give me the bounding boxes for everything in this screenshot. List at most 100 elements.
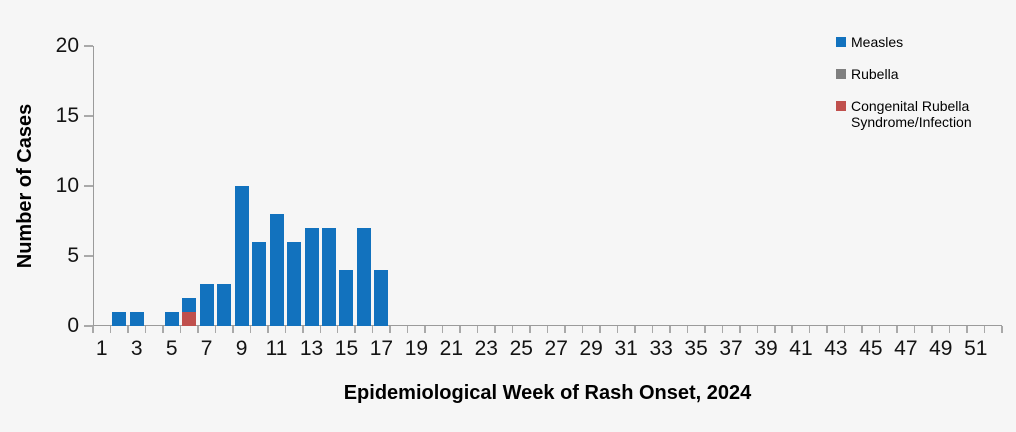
x-axis-tick-label: 19	[404, 337, 429, 360]
bar-week-16-measles	[356, 228, 371, 326]
x-axis-tick	[546, 326, 549, 333]
x-axis-tick	[144, 326, 147, 333]
x-axis-tick-label: 29	[579, 337, 603, 360]
bar-week-2-measles	[112, 312, 127, 326]
x-axis-tick	[336, 326, 339, 333]
x-axis-tick	[616, 326, 619, 333]
x-axis-tick-label: 33	[649, 337, 673, 360]
x-axis-tick-label: 37	[719, 337, 743, 360]
x-axis-tick-label: 11	[265, 337, 288, 360]
bar-week-10-measles	[252, 242, 267, 326]
x-axis-tick	[756, 326, 759, 333]
x-axis-tick	[302, 326, 304, 333]
bar-week-13-measles	[304, 228, 319, 326]
x-axis-tick-label: 13	[299, 337, 324, 360]
x-axis-tick-label: 9	[235, 337, 248, 360]
x-axis-tick	[896, 326, 898, 333]
x-axis-tick	[319, 326, 321, 333]
plot-area	[93, 46, 1002, 326]
y-axis-tick	[84, 185, 93, 187]
x-axis-tick	[511, 326, 514, 333]
x-axis-tick-label: 35	[684, 337, 708, 360]
x-axis-tick	[162, 326, 164, 333]
x-axis-title: Epidemiological Week of Rash Onset, 2024	[343, 382, 752, 404]
x-axis-tick	[878, 326, 881, 333]
y-axis-tick-label: 0	[67, 314, 79, 337]
x-axis-tick-label: 5	[165, 337, 178, 360]
legend-item-rubella: Rubella	[836, 66, 983, 82]
x-axis-tick	[476, 326, 479, 333]
x-axis-tick-label: 51	[964, 337, 988, 360]
x-axis-tick-label: 23	[474, 337, 498, 360]
x-axis-tick-label: 39	[754, 337, 778, 360]
bar-week-7-measles	[199, 284, 214, 326]
x-axis-tick	[931, 326, 933, 333]
y-axis-tick-label: 10	[55, 174, 79, 197]
legend-item-measles: Measles	[836, 34, 983, 50]
bar-week-14-measles	[321, 228, 336, 326]
x-axis-tick-label: 17	[369, 337, 394, 360]
x-axis-tick	[92, 326, 94, 333]
x-axis-tick	[704, 326, 706, 333]
x-axis-tick	[808, 326, 811, 333]
y-axis-tick-label: 5	[67, 244, 79, 267]
x-axis-tick-label: 3	[130, 337, 143, 360]
x-axis-tick	[913, 326, 916, 333]
x-axis-tick	[406, 326, 409, 333]
bar-week-5-measles	[164, 312, 179, 326]
legend-swatch-rubella	[836, 69, 846, 79]
x-axis-tick	[354, 326, 356, 333]
x-axis-tick	[284, 326, 287, 333]
bar-week-11-measles	[269, 214, 284, 326]
x-axis-tick-label: 43	[824, 337, 848, 360]
x-axis-tick	[529, 326, 531, 333]
x-axis-tick	[232, 326, 234, 333]
legend-swatch-congenital-rubella-syndrome-infection	[836, 101, 846, 111]
x-axis-tick-label: 45	[859, 337, 883, 360]
x-axis-tick	[389, 326, 391, 333]
legend-item-congenital-rubella-syndrome-infection: Congenital Rubella Syndrome/Infection	[836, 98, 983, 130]
legend-swatch-measles	[836, 37, 846, 47]
x-axis-tick	[197, 326, 199, 333]
x-axis-tick	[371, 326, 374, 333]
x-axis-tick	[214, 326, 217, 333]
y-axis-tick	[84, 45, 93, 47]
y-axis-tick	[84, 115, 93, 117]
x-axis-tick-label: 21	[439, 337, 464, 360]
x-axis-tick	[581, 326, 584, 333]
x-axis-tick-label: 1	[95, 337, 108, 360]
x-axis-tick-label: 15	[334, 337, 359, 360]
x-axis-tick-label: 27	[544, 337, 568, 360]
legend-label-congenital-rubella-syndrome-infection: Congenital Rubella Syndrome/Infection	[851, 98, 972, 130]
x-axis-tick	[861, 326, 863, 333]
y-axis-tick-label: 15	[55, 104, 79, 127]
legend: Measles Rubella Congenital Rubella Syndrom…	[836, 34, 983, 146]
y-axis-tick	[84, 255, 93, 257]
x-axis-tick-label: 49	[929, 337, 953, 360]
y-axis-tick	[84, 325, 93, 327]
x-axis-tick-label: 31	[614, 337, 638, 360]
x-axis-tick	[564, 326, 566, 333]
x-axis-tick	[127, 326, 129, 333]
x-axis-tick	[966, 326, 968, 333]
x-axis-tick	[1001, 326, 1003, 333]
x-axis-tick	[774, 326, 776, 333]
x-axis-tick	[843, 326, 846, 333]
x-axis-tick	[249, 326, 252, 333]
x-axis-tick	[826, 326, 828, 333]
x-axis-tick	[669, 326, 671, 333]
x-axis-tick	[948, 326, 951, 333]
x-axis-tick-label: 47	[894, 337, 918, 360]
x-axis-tick-label: 25	[509, 337, 533, 360]
x-axis-tick	[179, 326, 182, 333]
bar-week-12-measles	[287, 242, 302, 326]
y-axis-tick-label: 20	[55, 34, 79, 57]
bar-week-3-measles	[129, 312, 144, 326]
x-axis-tick	[739, 326, 741, 333]
x-axis-tick	[459, 326, 461, 333]
x-axis-tick	[109, 326, 112, 333]
x-axis-tick	[441, 326, 444, 333]
legend-label-rubella: Rubella	[851, 66, 899, 82]
bar-week-15-measles	[339, 270, 354, 326]
